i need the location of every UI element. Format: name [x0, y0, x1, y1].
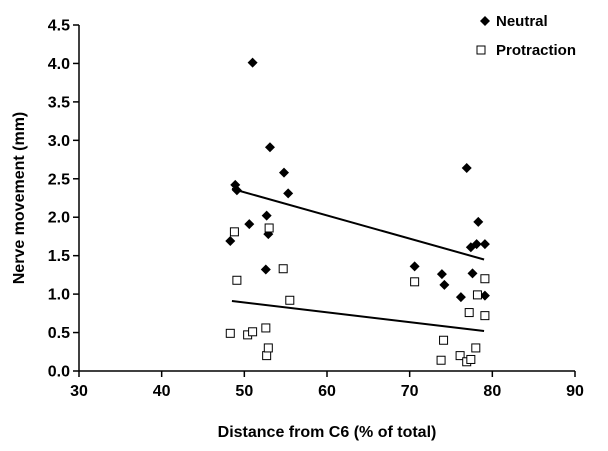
y-tick-label: 2.5: [48, 171, 70, 188]
data-point-protraction: [225, 328, 235, 338]
data-point-neutral: [409, 261, 420, 272]
legend-marker-protraction: [476, 45, 486, 55]
x-tick-label: 50: [235, 383, 253, 400]
data-point-protraction: [464, 308, 474, 318]
y-tick-label: 2.0: [48, 210, 70, 227]
x-tick-label: 80: [483, 383, 501, 400]
data-point-protraction: [248, 327, 258, 337]
y-axis-ticks: 0.0 0.5 1.0 1.5 2.0 2.5 3.0 3.5 4.0 4.5: [48, 18, 79, 381]
y-axis-title: Nerve movement (mm): [11, 112, 28, 285]
data-point-protraction: [264, 223, 274, 233]
legend-label-neutral: Neutral: [496, 13, 548, 30]
data-point-neutral: [439, 279, 450, 290]
data-point-protraction: [480, 311, 490, 321]
data-point-neutral: [455, 292, 466, 303]
data-point-neutral: [473, 216, 484, 227]
legend-label-protraction: Protraction: [496, 42, 576, 59]
data-point-neutral: [264, 142, 275, 153]
data-point-neutral: [261, 210, 272, 221]
y-tick-label: 1.0: [48, 287, 70, 304]
data-point-protraction: [285, 295, 295, 305]
trendlines: [231, 187, 485, 333]
data-point-neutral: [471, 239, 482, 250]
data-point-neutral: [479, 239, 490, 250]
data-point-protraction: [480, 274, 490, 284]
y-tick-label: 3.0: [48, 133, 70, 150]
data-point-protraction: [436, 355, 446, 365]
legend: Neutral Protraction: [476, 13, 576, 59]
data-point-protraction: [472, 290, 482, 300]
data-point-protraction: [229, 227, 239, 237]
x-tick-label: 60: [318, 383, 336, 400]
axes: [78, 25, 575, 372]
y-tick-label: 0.0: [48, 364, 70, 381]
data-point-neutral: [461, 163, 472, 174]
data-point-neutral: [479, 290, 490, 301]
data-point-protraction: [278, 264, 288, 274]
x-tick-label: 30: [70, 383, 88, 400]
data-point-neutral: [467, 268, 478, 279]
data-points: [225, 57, 490, 367]
x-axis-title: Distance from C6 (% of total): [218, 424, 437, 441]
data-point-protraction: [410, 277, 420, 287]
data-point-neutral: [244, 219, 255, 230]
trendline-neutral: [231, 187, 485, 261]
x-axis-ticks: 30 40 50 60 70 80 90: [70, 371, 584, 400]
legend-marker-neutral: [480, 16, 490, 26]
data-point-protraction: [439, 335, 449, 345]
data-point-protraction: [263, 343, 273, 353]
data-point-neutral: [279, 167, 290, 178]
y-tick-label: 0.5: [48, 325, 70, 342]
data-point-protraction: [262, 351, 272, 361]
data-point-protraction: [261, 323, 271, 333]
data-point-neutral: [225, 236, 236, 247]
x-tick-label: 40: [153, 383, 171, 400]
data-point-protraction: [471, 343, 481, 353]
data-point-protraction: [455, 351, 465, 361]
y-tick-label: 3.5: [48, 94, 70, 111]
x-tick-label: 70: [401, 383, 419, 400]
data-point-neutral: [436, 269, 447, 280]
data-point-neutral: [231, 185, 242, 196]
data-point-neutral: [283, 188, 294, 199]
x-tick-label: 90: [566, 383, 584, 400]
data-point-neutral: [260, 264, 271, 275]
trendline-protraction: [231, 300, 485, 333]
data-point-neutral: [247, 57, 258, 68]
y-tick-label: 4.5: [48, 18, 70, 35]
y-tick-label: 1.5: [48, 248, 70, 265]
y-tick-label: 4.0: [48, 56, 70, 73]
data-point-protraction: [232, 275, 242, 285]
data-point-protraction: [466, 354, 476, 364]
